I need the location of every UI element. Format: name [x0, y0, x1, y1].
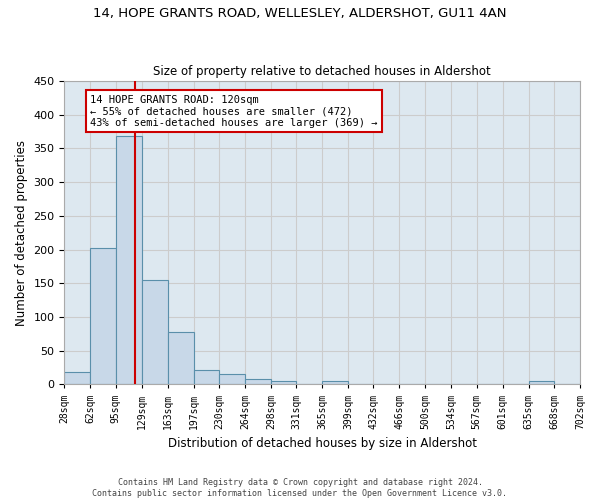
- Bar: [529, 381, 554, 384]
- Text: Contains HM Land Registry data © Crown copyright and database right 2024.
Contai: Contains HM Land Registry data © Crown c…: [92, 478, 508, 498]
- X-axis label: Distribution of detached houses by size in Aldershot: Distribution of detached houses by size …: [168, 437, 477, 450]
- Text: 14, HOPE GRANTS ROAD, WELLESLEY, ALDERSHOT, GU11 4AN: 14, HOPE GRANTS ROAD, WELLESLEY, ALDERSH…: [93, 8, 507, 20]
- Bar: [91, 248, 116, 384]
- Bar: [142, 280, 167, 384]
- Bar: [194, 370, 219, 384]
- Bar: [322, 381, 348, 384]
- Bar: [219, 374, 245, 384]
- Bar: [271, 381, 296, 384]
- Bar: [116, 136, 142, 384]
- Title: Size of property relative to detached houses in Aldershot: Size of property relative to detached ho…: [154, 66, 491, 78]
- Bar: [245, 379, 271, 384]
- Bar: [167, 332, 194, 384]
- Bar: [64, 372, 91, 384]
- Y-axis label: Number of detached properties: Number of detached properties: [15, 140, 28, 326]
- Text: 14 HOPE GRANTS ROAD: 120sqm
← 55% of detached houses are smaller (472)
43% of se: 14 HOPE GRANTS ROAD: 120sqm ← 55% of det…: [91, 94, 378, 128]
